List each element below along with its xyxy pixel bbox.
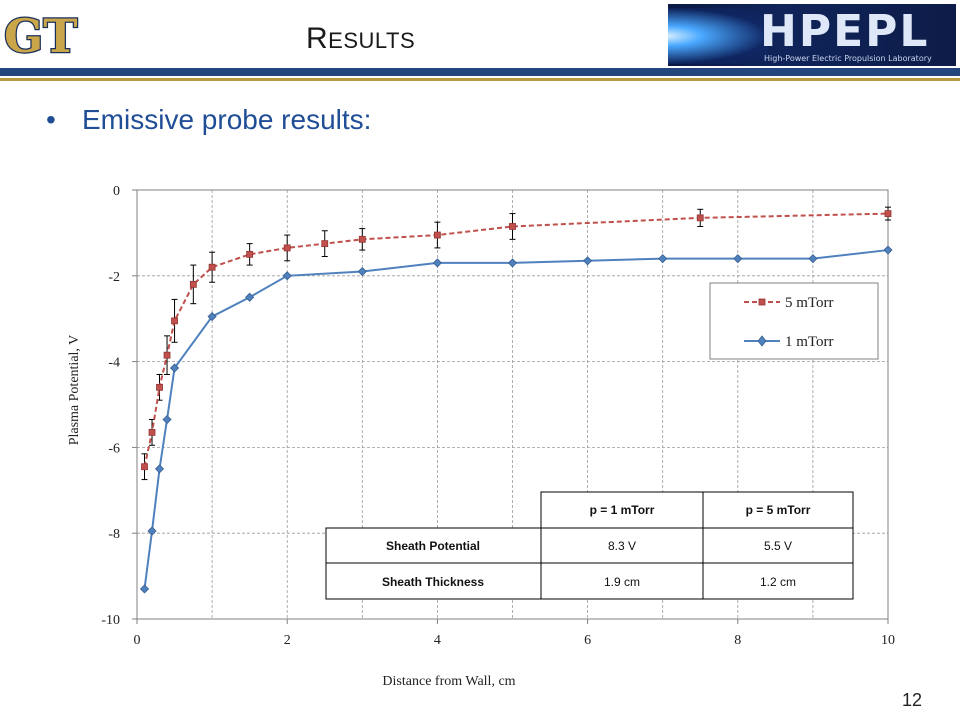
- series-line: [143, 249, 889, 590]
- title-rest: esults: [328, 28, 416, 53]
- data-point: [139, 584, 150, 594]
- data-point: [733, 254, 743, 264]
- y-tick-label: -4: [108, 356, 120, 371]
- y-tick-label: -6: [108, 441, 120, 456]
- sheath-table: p = 1 mTorr p = 5 mTorr Sheath Potential…: [325, 491, 854, 600]
- x-tick-label: 2: [284, 633, 291, 648]
- data-point: [207, 311, 217, 322]
- data-point: [147, 526, 157, 536]
- data-point: [245, 292, 255, 302]
- data-point: [169, 363, 180, 373]
- data-point: [808, 254, 818, 264]
- legend-box: [709, 282, 879, 360]
- page-number: 12: [902, 690, 923, 710]
- header-accent-rule: [0, 78, 960, 81]
- data-point: [246, 250, 254, 258]
- data-point: [283, 244, 291, 252]
- x-tick-label: 10: [881, 633, 895, 648]
- x-tick-label: 0: [134, 633, 141, 648]
- bullet-text: Emissive probe results:: [82, 104, 372, 135]
- data-point: [156, 383, 163, 391]
- y-tick-label: -8: [108, 527, 120, 542]
- page-title: Results: [306, 22, 415, 56]
- hpepl-logo: HPEPL High-Power Electric Propulsion Lab…: [668, 4, 956, 66]
- x-axis-label: Distance from Wall, cm: [382, 674, 515, 689]
- legend-label-1mtorr: 1 mTorr: [785, 334, 834, 350]
- slide-header: GT Results HPEPL High-Power Electric Pro…: [0, 0, 960, 70]
- gt-logo: GT: [3, 8, 79, 60]
- table-cell-potential-5mtorr: 5.5 V: [764, 539, 792, 553]
- y-axis-label: Plasma Potential, V: [67, 335, 82, 446]
- table-cell-thickness-1mtorr: 1.9 cm: [604, 575, 640, 589]
- series-1-mtorr: [139, 245, 893, 594]
- data-point: [163, 351, 171, 359]
- y-tick-label: -2: [108, 270, 120, 285]
- data-point: [358, 235, 366, 243]
- x-tick-label: 4: [434, 633, 441, 648]
- data-point: [884, 210, 892, 217]
- data-point: [141, 463, 148, 471]
- data-point: [148, 428, 156, 436]
- data-point: [357, 266, 367, 277]
- data-point: [189, 280, 197, 288]
- svg-text:GT: GT: [4, 9, 78, 60]
- table-header-5mtorr: p = 5 mTorr: [746, 503, 811, 517]
- data-point: [154, 464, 165, 474]
- data-point: [883, 245, 893, 255]
- x-tick-label: 6: [584, 633, 591, 648]
- table-header-1mtorr: p = 1 mTorr: [590, 503, 655, 517]
- x-tick-label: 8: [734, 633, 741, 648]
- data-point: [282, 271, 292, 281]
- thruster-glow-icon: [668, 8, 768, 64]
- series-line: [143, 212, 889, 467]
- lab-logo-subtitle: High-Power Electric Propulsion Laborator…: [764, 54, 932, 63]
- legend-marker-1mtorr: [757, 335, 767, 347]
- header-rule: [0, 68, 960, 76]
- data-point: [171, 317, 178, 325]
- data-point: [432, 258, 442, 268]
- title-initial: R: [306, 22, 329, 55]
- data-point: [321, 240, 329, 248]
- table-cell-potential-1mtorr: 8.3 V: [608, 539, 636, 553]
- data-point: [162, 414, 172, 425]
- y-tick-label: -10: [101, 613, 120, 628]
- data-point: [658, 254, 668, 264]
- data-point: [507, 258, 518, 268]
- data-point: [208, 263, 216, 271]
- data-point: [433, 231, 441, 239]
- chart-ticks: 0 2 4 6 8 10 0 -2 -4 -6 -8 -10: [101, 184, 895, 648]
- legend: 5 mTorr 1 mTorr: [709, 282, 879, 360]
- chart-series: [139, 206, 893, 594]
- data-point: [696, 214, 704, 222]
- table-cell-thickness-5mtorr: 1.2 cm: [760, 575, 796, 589]
- data-point: [583, 256, 593, 266]
- series-5-mtorr: [141, 206, 892, 481]
- plot-area-border: [136, 189, 889, 620]
- lab-logo-name: HPEPL: [760, 6, 930, 57]
- data-point: [509, 223, 516, 230]
- legend-label-5mtorr: 5 mTorr: [785, 295, 834, 311]
- bullet-item: • Emissive probe results:: [46, 104, 371, 136]
- table-row-label-sheath-thickness: Sheath Thickness: [382, 575, 484, 589]
- y-tick-label: 0: [113, 184, 120, 199]
- legend-marker-5mtorr: [758, 298, 766, 306]
- plasma-potential-chart: 0 2 4 6 8 10 0 -2 -4 -6 -8 -10 Distance from Wall, …: [67, 184, 895, 689]
- table-row-label-sheath-potential: Sheath Potential: [386, 539, 480, 553]
- bullet-dot-icon: •: [46, 104, 56, 135]
